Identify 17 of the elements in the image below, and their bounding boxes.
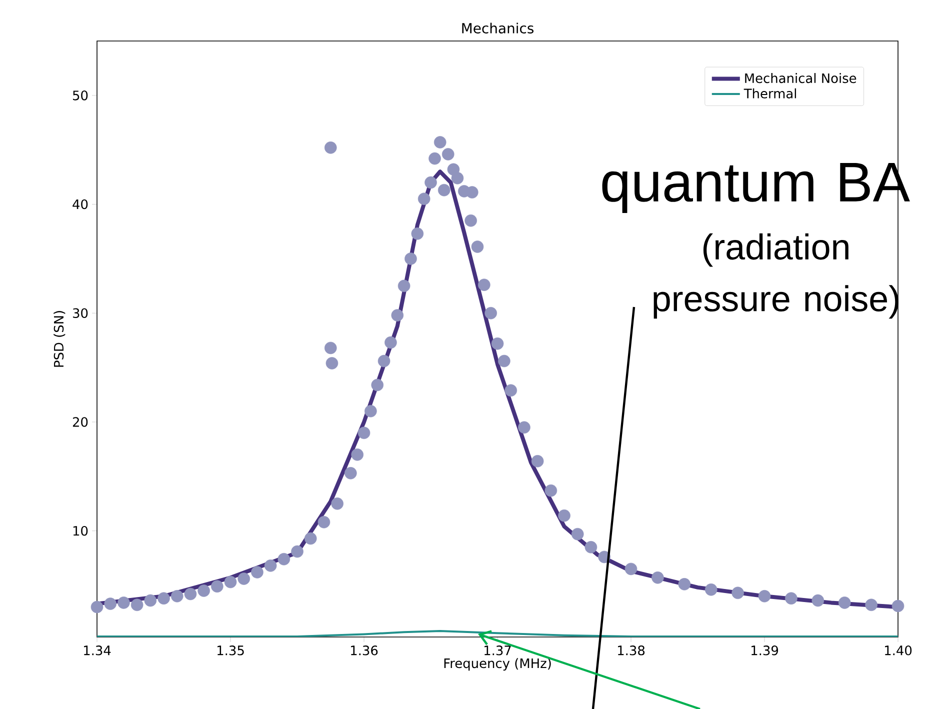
x-tick-label: 1.37 <box>484 646 511 656</box>
x-tick-label: 1.40 <box>885 646 912 656</box>
x-tick-label: 1.36 <box>351 646 378 656</box>
y-tick-label: 40 <box>72 199 88 210</box>
y-axis-title: PSD (SN) <box>54 311 66 367</box>
x-tick-label: 1.39 <box>752 646 778 656</box>
chart-title: Mechanics <box>462 22 534 34</box>
legend-label: Mechanical Noise <box>745 73 856 84</box>
y-tick-label: 50 <box>73 90 88 100</box>
y-tick-label: 20 <box>72 417 88 427</box>
x-tick-label: 1.35 <box>218 646 244 656</box>
legend-label: Thermal <box>744 88 796 98</box>
x-axis-title: Frequency (MHz) <box>444 658 551 671</box>
x-tick-label: 1.38 <box>618 646 645 656</box>
y-tick-label: 30 <box>72 308 88 318</box>
x-tick-label: 1.34 <box>84 646 111 656</box>
y-tick-label: 10 <box>73 526 88 536</box>
